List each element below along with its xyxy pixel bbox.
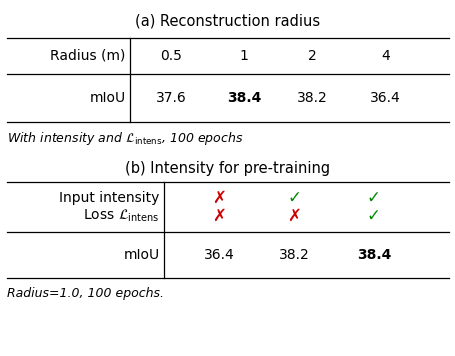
Text: mIoU: mIoU [123,248,159,262]
Text: ✗: ✗ [212,189,225,207]
Text: 0.5: 0.5 [160,49,182,63]
Text: mIoU: mIoU [89,91,125,105]
Text: 2: 2 [307,49,316,63]
Text: ✗: ✗ [212,207,225,225]
Text: 36.4: 36.4 [369,91,400,105]
Text: 4: 4 [380,49,389,63]
Text: 38.2: 38.2 [278,248,309,262]
Text: Radius (m): Radius (m) [50,49,125,63]
Text: 36.4: 36.4 [203,248,234,262]
Text: (b) Intensity for pre-training: (b) Intensity for pre-training [125,161,330,176]
Text: Loss $\mathcal{L}_{\mathrm{intens}}$: Loss $\mathcal{L}_{\mathrm{intens}}$ [83,208,159,224]
Text: 38.2: 38.2 [296,91,327,105]
Text: ✓: ✓ [287,189,300,207]
Text: ✓: ✓ [366,207,380,225]
Text: ✗: ✗ [287,207,300,225]
Text: Input intensity: Input intensity [59,191,159,205]
Text: ✓: ✓ [366,189,380,207]
Text: With intensity and $\mathcal{L}_{\mathrm{intens}}$, 100 epochs: With intensity and $\mathcal{L}_{\mathrm… [7,130,243,147]
Text: 1: 1 [239,49,248,63]
Text: 38.4: 38.4 [226,91,261,105]
Text: Radius=1.0, 100 epochs.: Radius=1.0, 100 epochs. [7,287,163,300]
Text: (a) Reconstruction radius: (a) Reconstruction radius [135,14,320,28]
Text: 37.6: 37.6 [155,91,186,105]
Text: 38.4: 38.4 [356,248,390,262]
